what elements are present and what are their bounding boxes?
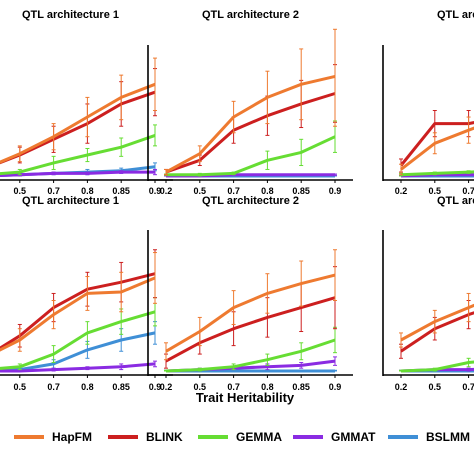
series-hapfm (164, 28, 337, 176)
series-line (0, 133, 156, 176)
series-gemma (399, 357, 474, 373)
series-line (400, 126, 474, 171)
series-line (165, 92, 336, 174)
x-tick-label: 0.5 (429, 382, 442, 392)
x-tick-label: 0.9 (149, 382, 162, 392)
series-hapfm (0, 252, 157, 352)
x-tick-label: 0.85 (112, 382, 130, 392)
x-tick-label: 0.2 (160, 382, 173, 392)
series-line (400, 360, 474, 373)
x-tick-label: 0.9 (329, 382, 342, 392)
legend-label: HapFM (52, 430, 92, 444)
legend-item-hapfm: HapFM (14, 430, 92, 444)
series-gmmat (0, 360, 157, 373)
series-blink (0, 249, 157, 350)
x-tick-label: 0.8 (261, 186, 274, 196)
series-line (165, 338, 336, 373)
x-axis-title: Trait Heritability (196, 390, 295, 405)
panel-2: QTL architecture 2 0.2 0.5 0.7 0.8 0.85 0.9 (147, 9, 353, 196)
x-tick-label: 0.8 (261, 382, 274, 392)
panel-title: QTL architecture 2 (202, 9, 299, 21)
series-blink (399, 300, 474, 359)
x-tick-label: 0.5 (194, 382, 207, 392)
panel-title: QTL architecture 3 (437, 195, 474, 207)
series-hapfm (399, 116, 474, 176)
x-tick-label: 0.2 (395, 382, 408, 392)
series-line (400, 303, 474, 342)
x-tick-label: 0.7 (227, 382, 240, 392)
series-line (0, 170, 155, 177)
x-tick-label: 0.9 (329, 186, 342, 196)
x-tick-label: 0.85 (292, 382, 310, 392)
series-line (0, 276, 156, 352)
panel-title: QTL architecture 1 (22, 9, 119, 21)
series-bslmm (0, 321, 157, 372)
series-gemma (0, 124, 157, 176)
series-line (400, 170, 474, 177)
x-tick-label: 0.85 (112, 186, 130, 196)
x-tick-label: 0.5 (429, 186, 442, 196)
x-tick-label: 0.7 (462, 186, 474, 196)
series-blink (399, 110, 474, 173)
panel-6: QTL architecture 30.20.50.70.80.850.9 (382, 195, 474, 392)
panel-1: QTL architecture 1 0.2 0.5 0.7 0.8 0.85 0.9 (0, 9, 173, 196)
x-tick-label: 0.9 (149, 186, 162, 196)
panels-layer: QTL architecture 10.20.50.70.80.850.9QTL… (0, 9, 474, 392)
series-gmmat (0, 168, 157, 177)
x-tick-label: 0.85 (292, 186, 310, 196)
series-hapfm (399, 292, 474, 348)
legend-item-bslmm: BSLMM (388, 430, 470, 444)
series-line (165, 273, 336, 353)
x-tick-label: 0.5 (14, 382, 27, 392)
x-tick-label: 0.5 (194, 186, 207, 196)
series-line (165, 296, 336, 363)
x-tick-label: 0.7 (47, 186, 60, 196)
series-gemma (164, 120, 337, 177)
legend-label: GMMAT (331, 430, 376, 444)
x-tick-label: 0.7 (227, 186, 240, 196)
legend-label: BSLMM (426, 430, 470, 444)
legend-label: BLINK (146, 430, 183, 444)
legend-label: GEMMA (236, 430, 282, 444)
x-tick-label: 0.7 (462, 382, 474, 392)
legend-item-gmmat: GMMAT (293, 430, 376, 444)
legend-item-gemma: GEMMA (198, 430, 282, 444)
series-gemma (164, 326, 337, 373)
series-hapfm (164, 249, 337, 361)
panel-4: QTL architecture 1 0.2 0.5 0.7 0.8 0.85 0.9 (0, 195, 173, 392)
panel-3: QTL architecture 30.20.50.70.80.850.9 (382, 9, 474, 196)
panel-title: QTL architecture 1 (22, 195, 119, 207)
series-line (0, 310, 156, 370)
series-line (0, 362, 156, 373)
panel-title: QTL architecture 3 (437, 9, 474, 21)
legend: HapFM BLINK GEMMA GMMAT BSLMM (14, 430, 470, 444)
x-tick-label: 0.8 (81, 382, 94, 392)
series-line (0, 272, 156, 350)
series-hapfm (0, 57, 157, 164)
legend-item-blink: BLINK (108, 430, 183, 444)
x-tick-label: 0.5 (14, 186, 27, 196)
panel-5: QTL architecture 2 0.2 0.5 0.7 0.8 0.85 0.9 (147, 195, 353, 392)
series-line (399, 121, 474, 167)
x-tick-label: 0.2 (160, 186, 173, 196)
x-tick-label: 0.7 (47, 382, 60, 392)
series-line (0, 82, 156, 164)
series-line (166, 135, 336, 177)
x-tick-label: 0.8 (81, 186, 94, 196)
panel-title: QTL architecture 2 (202, 195, 299, 207)
x-tick-label: 0.2 (395, 186, 408, 196)
series-line (400, 311, 474, 353)
series-line (165, 74, 336, 174)
